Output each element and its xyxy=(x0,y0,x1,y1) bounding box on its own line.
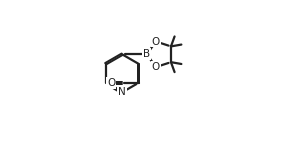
Text: B: B xyxy=(143,49,150,59)
Text: O: O xyxy=(107,78,115,88)
Text: O: O xyxy=(152,62,160,72)
Text: O: O xyxy=(152,37,160,47)
Text: N: N xyxy=(118,87,126,97)
